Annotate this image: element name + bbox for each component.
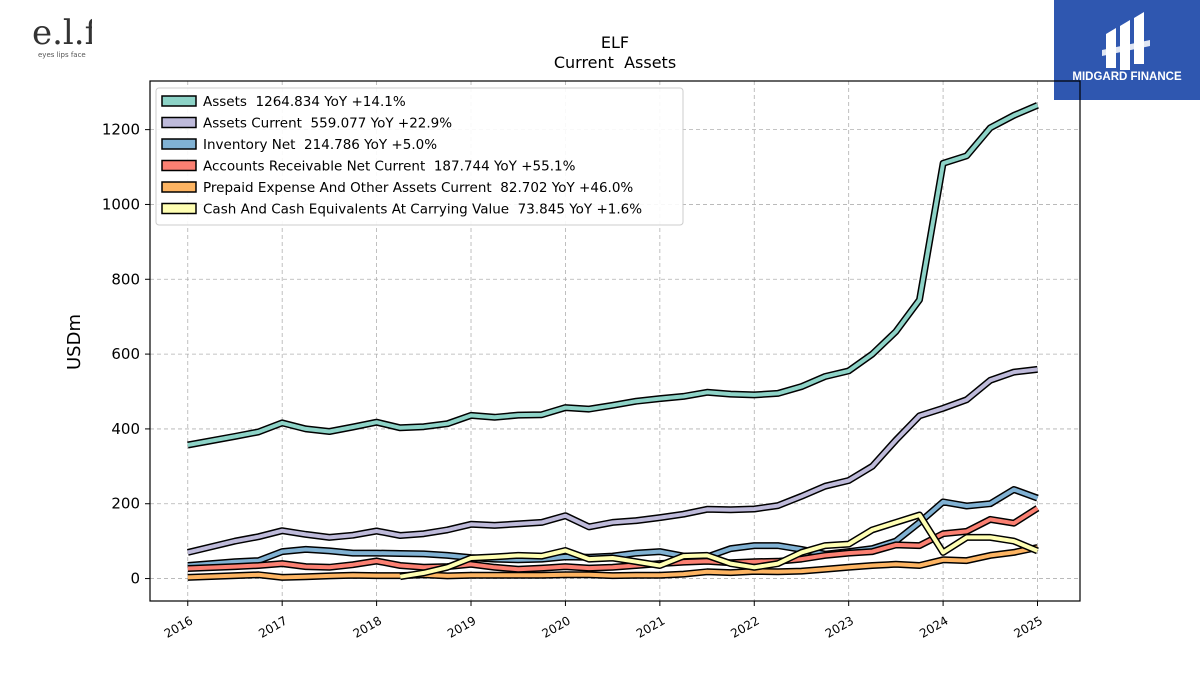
x-tick-label: 2023 [823,613,856,640]
chart-title: ELF [601,33,629,52]
midgard-logo-mark: MIDGARD FINANCE [1072,12,1182,83]
y-tick-label: 0 [130,570,140,588]
x-tick-label: 2025 [1012,613,1045,640]
legend-label-5: Prepaid Expense And Other Assets Current… [203,180,633,196]
x-tick-label: 2024 [917,613,950,640]
legend-label-1: Assets 1264.834 YoY +14.1% [203,94,406,110]
series-line-1 [187,103,1039,447]
legend-swatch-2 [161,116,197,129]
legend: Assets 1264.834 YoY +14.1% Assets Current… [155,87,684,226]
y-tick-label: 200 [111,495,140,513]
series-line-2 [187,367,1038,555]
legend-label-6: Cash And Cash Equivalents At Carrying Va… [203,202,642,218]
x-axis: 2016 2017 2018 2019 2020 2021 2022 2023 2024 2025 [162,601,1045,641]
legend-swatch-4 [161,159,197,172]
series-outline-2 [186,365,1038,556]
legend-label-2: Assets Current 559.077 YoY +22.9% [203,116,452,132]
y-axis: 0 200 400 600 800 1000 1200 [102,121,150,588]
series-line-5 [187,545,1038,580]
x-tick-label: 2020 [539,613,572,640]
x-tick-label: 2017 [256,613,289,640]
y-tick-label: 800 [111,270,140,288]
legend-swatch-3 [161,138,197,150]
svg-text:MIDGARD FINANCE: MIDGARD FINANCE [1072,71,1182,83]
x-tick-label: 2021 [634,613,667,640]
y-axis-label: USDm [64,314,85,370]
y-tick-label: 1200 [102,121,140,139]
x-tick-label: 2022 [728,613,761,640]
legend-swatch-1 [161,95,197,107]
series-layer [186,102,1040,581]
svg-text:eyes lips face: eyes lips face [38,51,86,59]
x-tick-label: 2019 [445,613,478,640]
series-line-6 [399,513,1039,579]
legend-box [155,87,684,226]
plot-frame [149,80,1081,602]
series-line-3 [187,487,1039,568]
chart-subtitle: Current Assets [554,53,676,72]
x-tick-label: 2016 [162,613,195,640]
midgard-emblem-icon [1102,12,1150,70]
y-tick-label: 1000 [102,195,140,213]
y-tick-label: 600 [111,345,140,363]
legend-label-3: Inventory Net 214.786 YoY +5.0% [203,137,437,153]
x-tick-label: 2018 [351,613,384,640]
midgard-finance-logo: MIDGARD FINANCE [1054,0,1200,100]
legend-swatch-6 [161,202,197,215]
y-tick-label: 400 [111,420,140,438]
series-line-4 [187,506,1039,572]
legend-swatch-5 [161,181,197,193]
legend-label-4: Accounts Receivable Net Current 187.744 … [203,159,576,175]
